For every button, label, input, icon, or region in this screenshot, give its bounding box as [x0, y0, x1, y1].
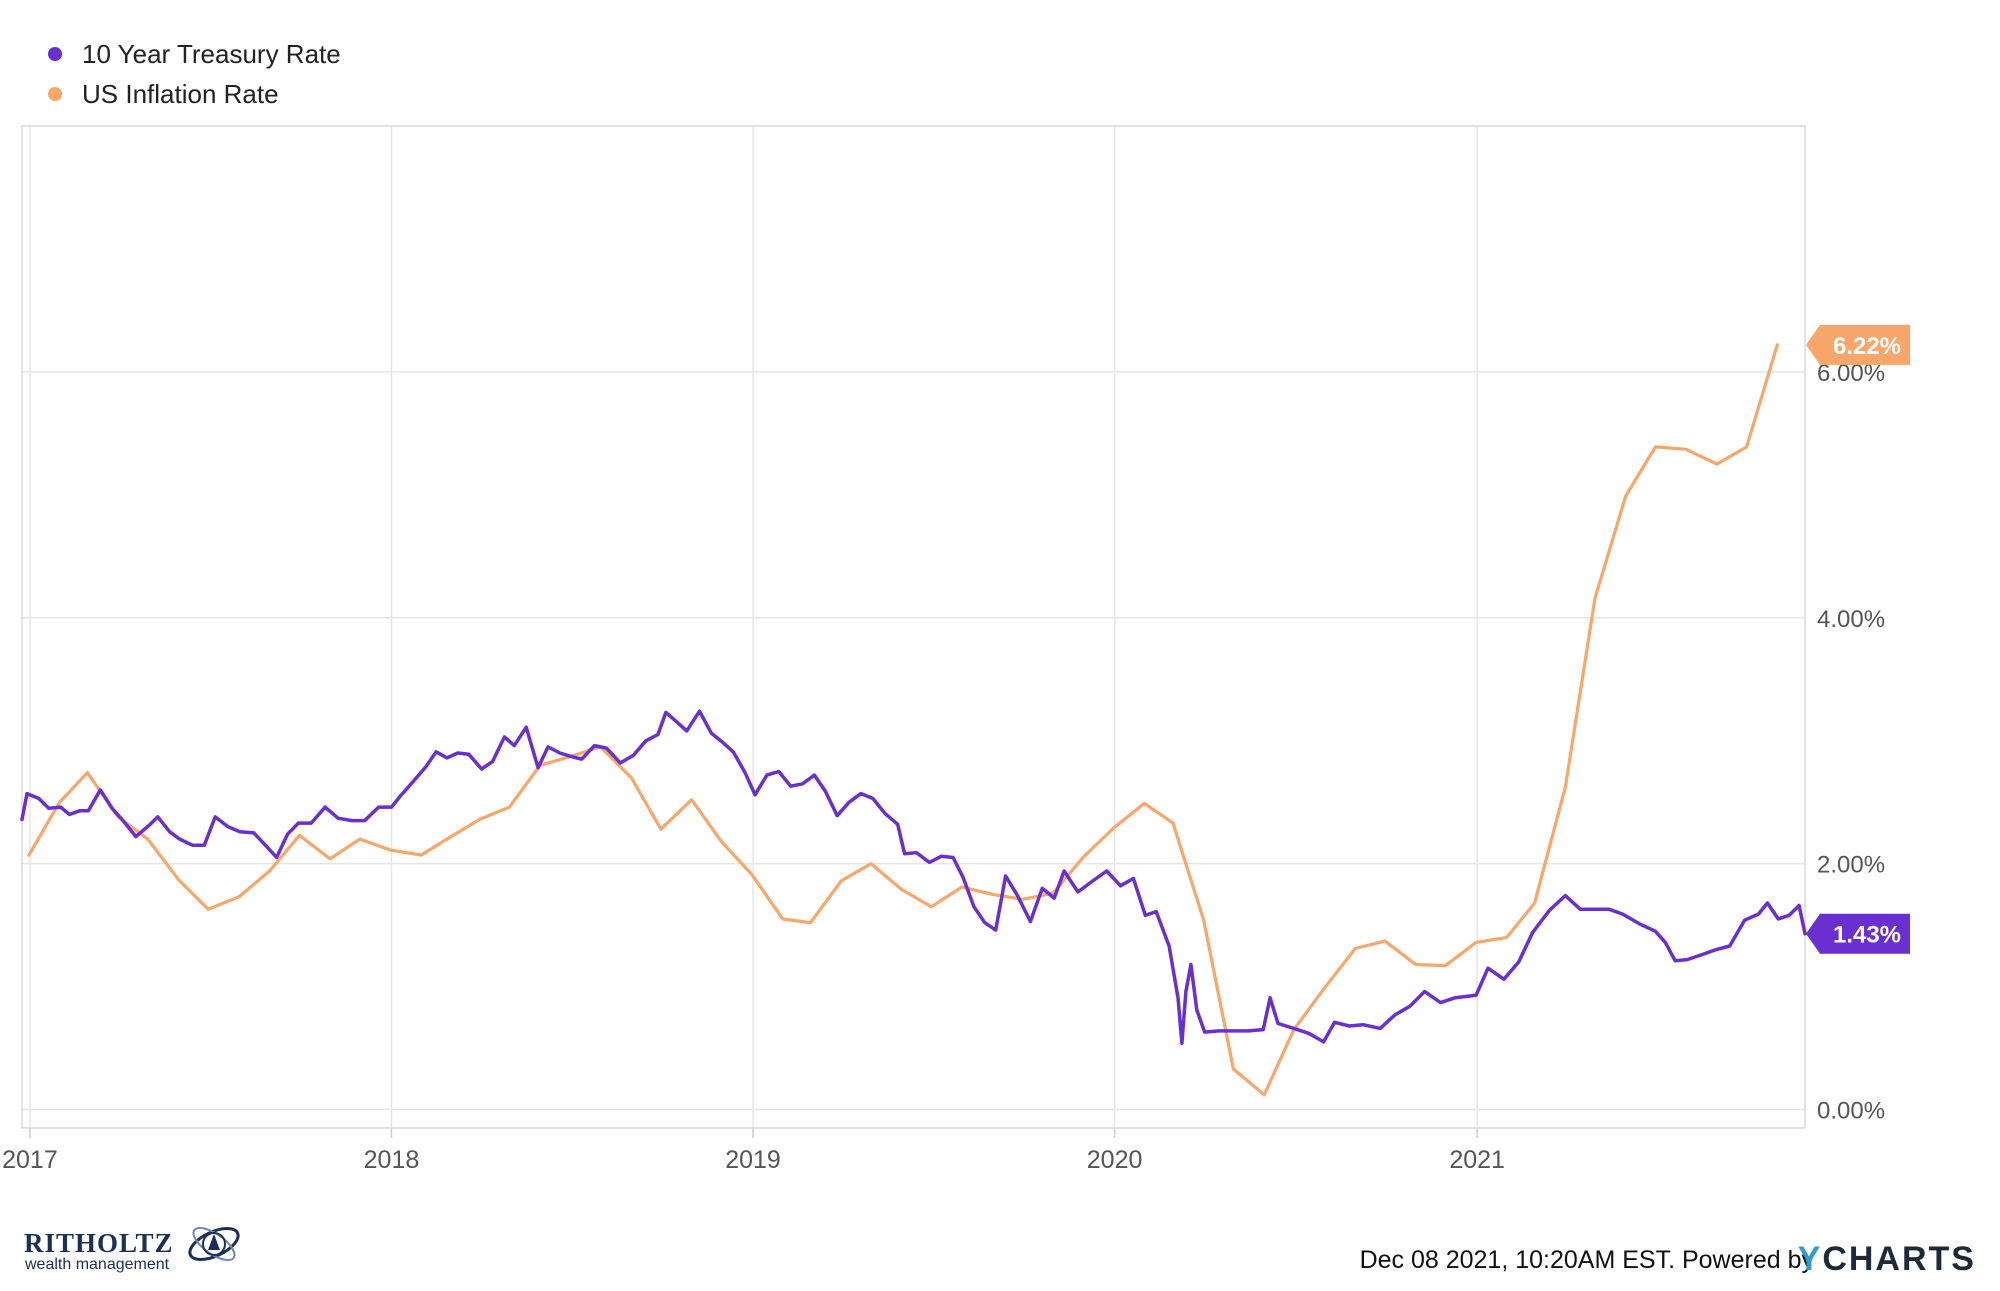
end-value-label: 1.43% — [1833, 922, 1901, 949]
legend-item-treasury[interactable]: 10 Year Treasury Rate — [48, 34, 341, 74]
legend-label-treasury: 10 Year Treasury Rate — [82, 38, 341, 69]
y-tick-label: 4.00% — [1817, 606, 1885, 633]
end-value-tag-inflation — [1806, 324, 1910, 365]
ycharts-text: CHARTS — [1822, 1240, 1976, 1278]
x-tick-label: 2018 — [364, 1146, 420, 1174]
end-value-label: 6.22% — [1833, 333, 1901, 360]
plot-frame — [21, 125, 1806, 1129]
x-tick-label: 2017 — [2, 1146, 58, 1174]
y-tick-label: 0.00% — [1817, 1098, 1885, 1125]
globe-icon — [188, 1226, 240, 1262]
legend: 10 Year Treasury Rate US Inflation Rate — [48, 34, 341, 114]
x-tick-label: 2019 — [725, 1146, 781, 1174]
y-axis-ticks: 0.00%2.00%4.00%6.00% — [1817, 360, 1885, 1125]
legend-dot-treasury — [48, 47, 62, 61]
end-labels: 1.43% 6.22% — [1806, 324, 1910, 954]
logo-subtitle: wealth management — [25, 1256, 170, 1273]
ycharts-y: Y — [1797, 1240, 1823, 1278]
legend-label-inflation: US Inflation Rate — [82, 78, 279, 109]
series-line-treasury[interactable] — [20, 709, 1807, 1045]
x-tick-label: 2021 — [1449, 1146, 1505, 1174]
x-axis-ticks: 2017 2018 2019 2020 2021 — [2, 1128, 1505, 1174]
ycharts-logo[interactable]: YCHARTS — [1798, 1240, 1976, 1279]
legend-item-inflation[interactable]: US Inflation Rate — [48, 74, 341, 114]
logo-name: RITHOLTZ — [24, 1228, 174, 1258]
legend-dot-inflation — [48, 87, 62, 101]
y-tick-label: 2.00% — [1817, 852, 1885, 879]
series-line-inflation[interactable] — [27, 343, 1779, 1097]
end-value-tag-treasury — [1806, 913, 1910, 954]
x-tick-label: 2020 — [1087, 1146, 1143, 1174]
ritholtz-logo: RITHOLTZ wealth management — [22, 1214, 248, 1276]
footer-timestamp: Dec 08 2021, 10:20AM EST. Powered by — [1359, 1246, 1814, 1274]
series-lines — [20, 343, 1807, 1097]
grid-lines — [22, 126, 1805, 1128]
